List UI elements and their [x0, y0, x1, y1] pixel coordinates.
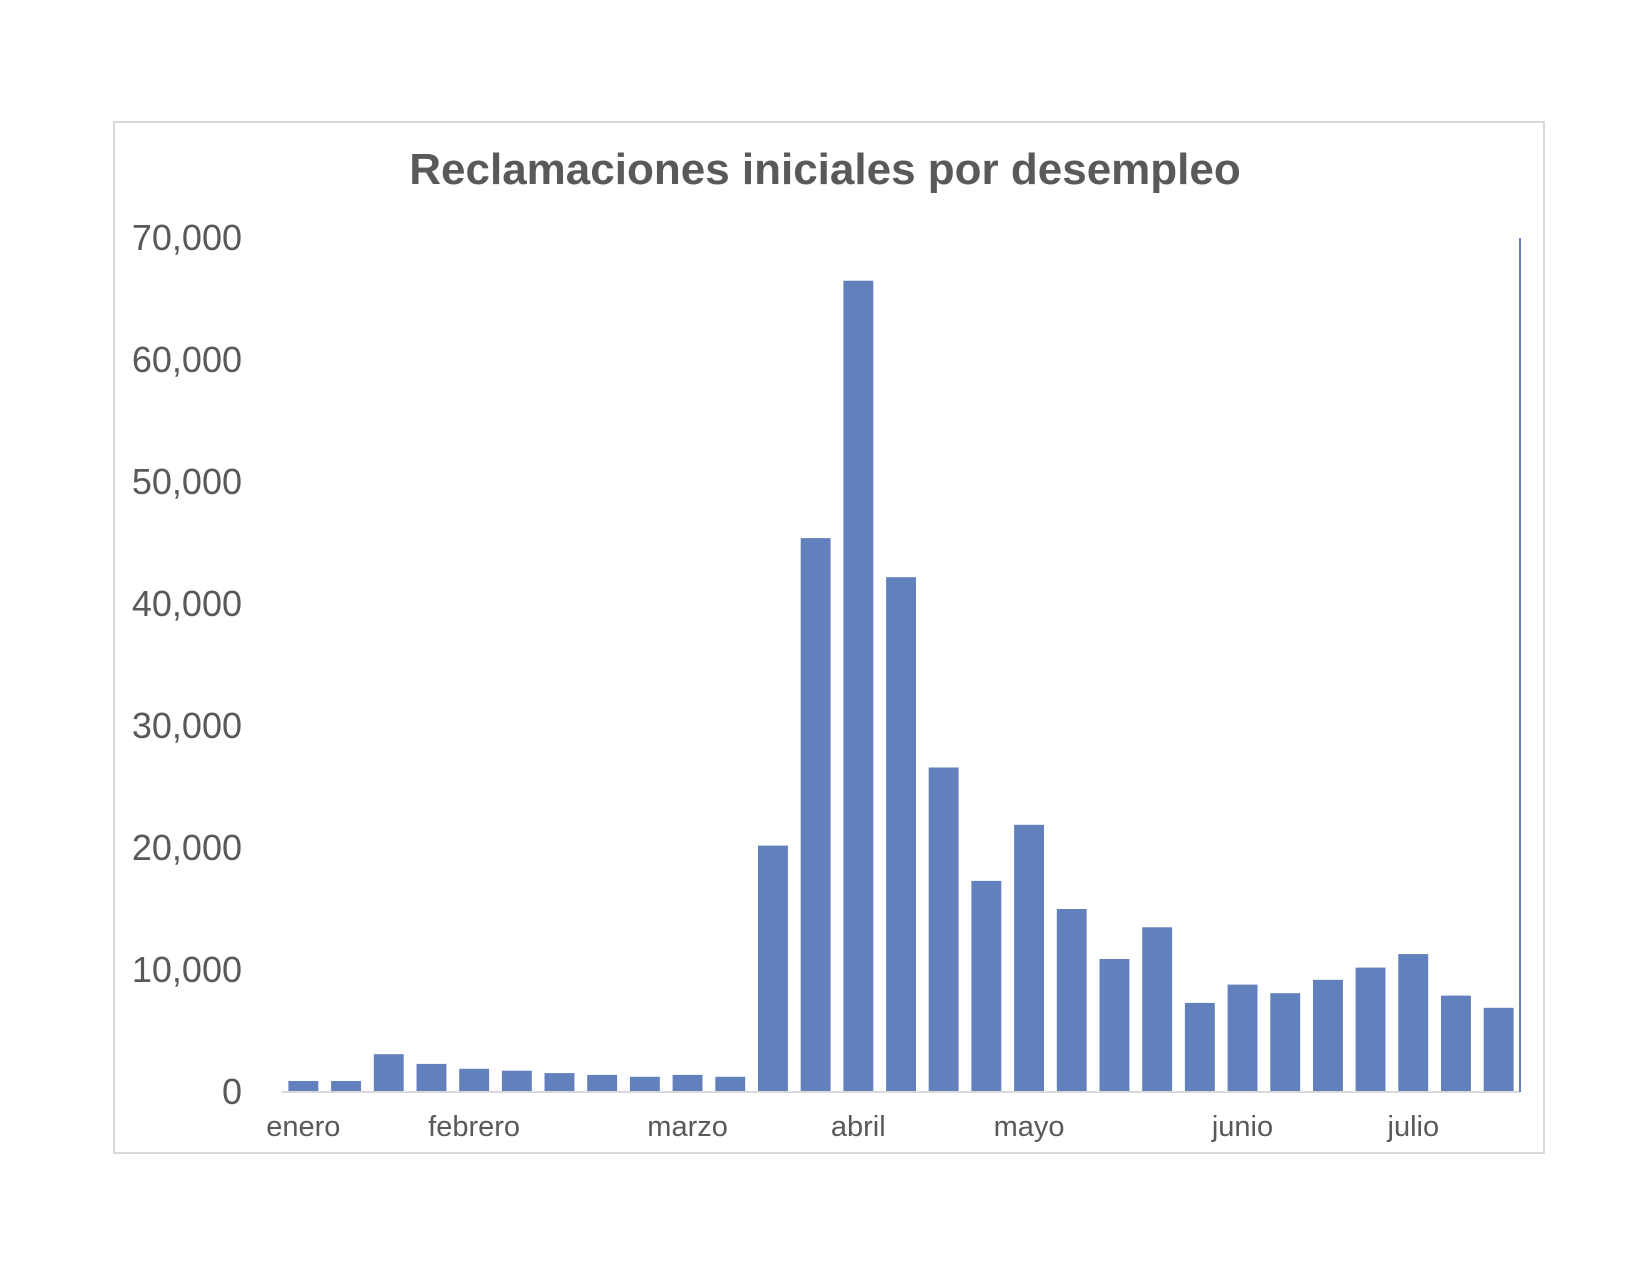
y-tick-label: 0 [222, 1071, 242, 1112]
y-tick-label: 60,000 [132, 339, 242, 380]
bar [1398, 954, 1429, 1092]
bar [288, 1081, 319, 1092]
bar [1483, 1007, 1514, 1092]
bar [373, 1054, 404, 1092]
bar [715, 1076, 746, 1093]
bar [544, 1073, 575, 1092]
y-tick-label: 10,000 [132, 949, 242, 990]
bar [886, 577, 916, 1092]
bar [843, 280, 874, 1092]
bar [1355, 967, 1386, 1092]
bar [971, 880, 1002, 1092]
y-tick-label: 70,000 [132, 217, 242, 258]
x-tick-label: marzo [647, 1111, 728, 1143]
bar [1270, 993, 1301, 1092]
bar [1184, 1002, 1215, 1092]
bar [416, 1063, 447, 1092]
y-tick-label: 40,000 [132, 583, 242, 624]
bar [459, 1068, 490, 1092]
y-tick-label: 50,000 [132, 461, 242, 502]
y-tick-label: 20,000 [132, 827, 242, 868]
bar [758, 845, 788, 1092]
bar [1014, 824, 1044, 1092]
bar [928, 767, 959, 1092]
x-tick-label: enero [266, 1111, 340, 1143]
chart-title: Reclamaciones iniciales por desempleo [409, 145, 1241, 194]
bar [1099, 959, 1130, 1092]
bar [1313, 979, 1343, 1092]
x-tick-label: abril [831, 1111, 886, 1143]
bar-series [288, 280, 1514, 1093]
bar [501, 1070, 532, 1092]
bar [331, 1081, 361, 1092]
x-tick-label: junio [1211, 1111, 1273, 1143]
bar [587, 1074, 618, 1092]
bar [672, 1074, 703, 1092]
y-axis: 0 10,000 20,000 30,000 40,000 50,000 60,000 70,… [132, 217, 242, 1112]
y-tick-label: 30,000 [132, 705, 242, 746]
bar [1142, 927, 1173, 1092]
x-tick-label: febrero [428, 1111, 520, 1143]
bar [1227, 984, 1258, 1092]
bar [1441, 995, 1471, 1092]
x-tick-label: mayo [994, 1111, 1065, 1143]
bar [800, 538, 831, 1092]
x-tick-label: julio [1387, 1111, 1440, 1143]
x-axis: enero febrero marzo abril mayo junio julio [266, 238, 1521, 1143]
bar [1056, 909, 1087, 1092]
bar [629, 1076, 660, 1093]
